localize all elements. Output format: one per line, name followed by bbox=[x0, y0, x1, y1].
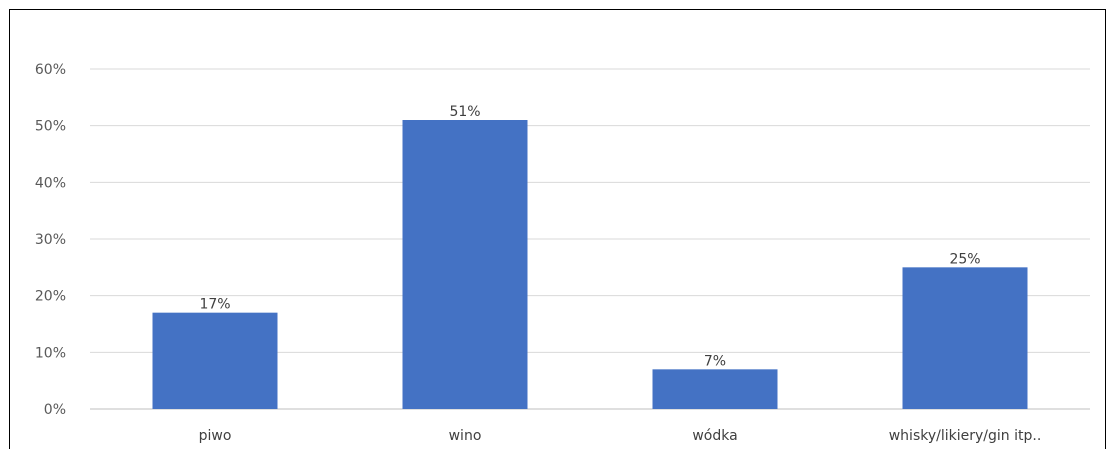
x-tick-label: whisky/likiery/gin itp.. bbox=[889, 428, 1042, 444]
y-tick-label: 50% bbox=[35, 119, 66, 135]
bar bbox=[402, 120, 528, 409]
y-tick-label: 0% bbox=[44, 402, 66, 418]
y-tick-label: 30% bbox=[35, 232, 66, 248]
x-tick-label: wino bbox=[449, 428, 482, 444]
bar bbox=[152, 312, 278, 409]
bar bbox=[652, 369, 778, 409]
y-tick-label: 10% bbox=[35, 345, 66, 361]
x-tick-label: piwo bbox=[199, 428, 232, 444]
y-tick-label: 60% bbox=[35, 62, 66, 78]
y-tick-label: 40% bbox=[35, 175, 66, 191]
y-tick-label: 20% bbox=[35, 289, 66, 305]
data-label: 25% bbox=[949, 251, 980, 267]
x-tick-label: wódka bbox=[692, 428, 737, 444]
data-label: 51% bbox=[449, 104, 480, 120]
bar bbox=[902, 267, 1028, 409]
data-label: 17% bbox=[199, 297, 230, 313]
data-label: 7% bbox=[704, 353, 726, 369]
